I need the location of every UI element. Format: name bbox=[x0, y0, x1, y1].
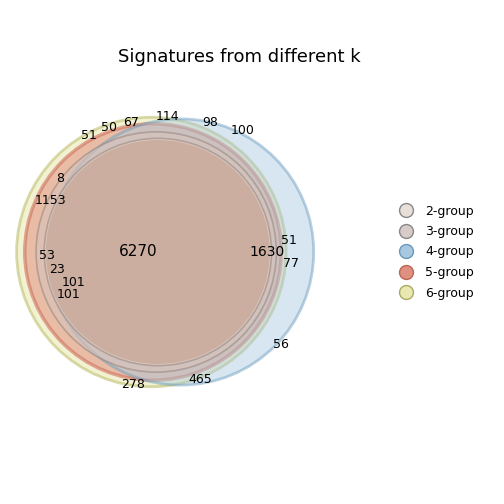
Text: 51: 51 bbox=[281, 234, 297, 247]
Text: 51: 51 bbox=[81, 129, 97, 142]
Text: 77: 77 bbox=[283, 257, 299, 270]
Circle shape bbox=[46, 140, 270, 364]
Text: 1153: 1153 bbox=[35, 194, 67, 207]
Text: 23: 23 bbox=[49, 264, 65, 276]
Text: 114: 114 bbox=[156, 110, 179, 123]
Circle shape bbox=[44, 139, 272, 365]
Text: 8: 8 bbox=[56, 172, 65, 185]
Text: 50: 50 bbox=[101, 121, 117, 135]
Text: 101: 101 bbox=[61, 276, 85, 289]
Title: Signatures from different k: Signatures from different k bbox=[118, 48, 360, 67]
Text: 100: 100 bbox=[230, 124, 254, 137]
Legend: 2-group, 3-group, 4-group, 5-group, 6-group: 2-group, 3-group, 4-group, 5-group, 6-gr… bbox=[389, 200, 479, 304]
Text: 1630: 1630 bbox=[249, 245, 284, 259]
Text: 101: 101 bbox=[56, 288, 81, 301]
Circle shape bbox=[17, 117, 286, 387]
Text: 278: 278 bbox=[121, 378, 146, 391]
Circle shape bbox=[25, 124, 281, 380]
Text: 67: 67 bbox=[123, 116, 139, 130]
Text: 53: 53 bbox=[39, 249, 55, 262]
Text: 6270: 6270 bbox=[119, 244, 158, 260]
Text: 98: 98 bbox=[202, 115, 218, 129]
Circle shape bbox=[36, 132, 276, 372]
Text: 56: 56 bbox=[273, 338, 289, 351]
Circle shape bbox=[47, 119, 313, 385]
Text: 465: 465 bbox=[188, 373, 212, 386]
